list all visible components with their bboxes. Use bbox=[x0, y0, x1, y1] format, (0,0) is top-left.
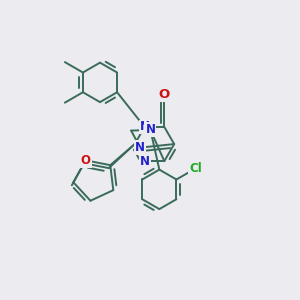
Text: O: O bbox=[81, 154, 91, 167]
Text: N: N bbox=[140, 154, 150, 168]
Text: N: N bbox=[140, 121, 150, 134]
Text: N: N bbox=[146, 123, 155, 136]
Text: N: N bbox=[135, 141, 145, 154]
Text: Cl: Cl bbox=[189, 162, 202, 175]
Text: O: O bbox=[159, 88, 170, 101]
